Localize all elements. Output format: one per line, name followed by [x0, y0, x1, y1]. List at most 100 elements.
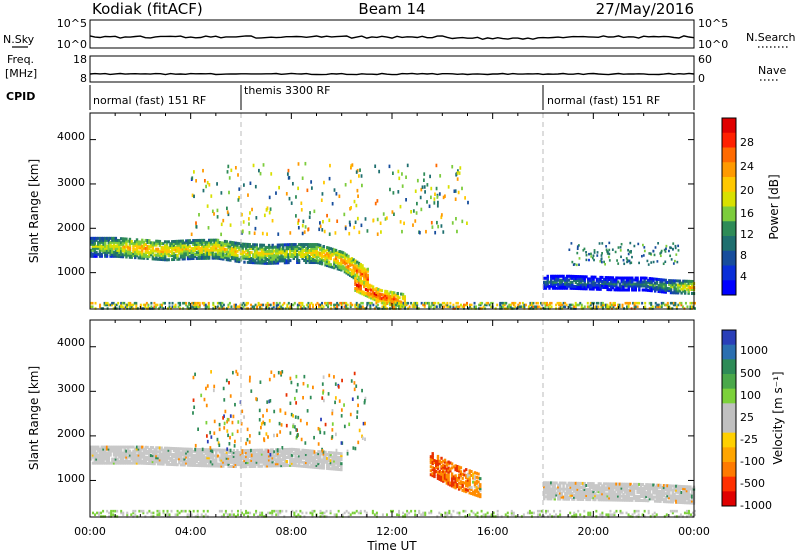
power-cell [593, 251, 596, 254]
power-cell [250, 245, 253, 249]
velocity-cell [222, 460, 225, 464]
power-cell [336, 305, 339, 309]
power-cell [546, 282, 549, 286]
power-cell [398, 301, 401, 305]
power-cell [227, 250, 230, 254]
power-cell [216, 252, 220, 256]
velocity-cell [183, 447, 186, 451]
power-cell [227, 212, 230, 217]
power-cell [116, 240, 119, 244]
power-cell [216, 244, 220, 248]
power-cell [357, 282, 361, 286]
power-cell [553, 282, 556, 286]
power-cell [429, 174, 432, 179]
power-cell [229, 242, 232, 246]
power-cell [252, 253, 255, 257]
power-cell [292, 257, 295, 261]
power-cell [274, 257, 278, 261]
power-cell [230, 247, 234, 251]
power-cell [655, 277, 659, 281]
power-cell [186, 251, 190, 255]
power-cell [356, 270, 359, 274]
velocity-cell [144, 457, 148, 461]
velocity-cell [431, 452, 434, 456]
power-cell [639, 280, 643, 284]
power-cell [249, 211, 251, 215]
velocity-cell [572, 485, 576, 489]
power-cell [593, 258, 595, 262]
power-cell [125, 251, 128, 255]
velocity-cell [546, 495, 549, 499]
velocity-cell [648, 493, 652, 497]
velocity-cell [278, 454, 281, 458]
velocity-cell [315, 462, 318, 466]
power-cell [116, 254, 119, 258]
power-cell [188, 257, 192, 261]
power-cell [232, 241, 236, 245]
velocity-cell [186, 449, 190, 453]
power-cell [536, 301, 539, 305]
velocity-cell [329, 453, 332, 457]
velocity-cell [594, 486, 597, 490]
velocity-cell [558, 495, 562, 499]
power-cell [357, 267, 361, 271]
power-cell [127, 303, 130, 307]
power-cell [361, 305, 364, 309]
power-cell [296, 249, 299, 253]
velocity-cell [102, 453, 105, 457]
velocity-cell [190, 449, 193, 453]
power-cell [578, 281, 581, 285]
power-cell [308, 245, 311, 249]
velocity-cell [602, 486, 606, 490]
power-cell [431, 301, 434, 305]
power-cell [108, 303, 111, 307]
velocity-cell [473, 491, 477, 495]
velocity-cell [572, 497, 576, 501]
power-cell [558, 274, 562, 278]
power-cell [446, 303, 449, 307]
power-cell [622, 278, 625, 282]
power-cell [109, 246, 112, 250]
power-cell [558, 282, 562, 286]
power-cell [292, 303, 295, 307]
power-cell [374, 164, 377, 168]
power-cell [237, 198, 240, 202]
power-cell [354, 263, 357, 267]
power-cell [95, 244, 98, 248]
velocity-cell [452, 481, 456, 485]
velocity-cell [334, 453, 338, 457]
power-cell [165, 244, 169, 248]
velocity-cell [602, 498, 606, 502]
power-cell [204, 246, 207, 250]
power-cell [250, 303, 253, 307]
velocity-cell [208, 448, 211, 452]
velocity-cell [602, 482, 606, 486]
power-cell [222, 241, 225, 245]
power-cell [371, 297, 375, 301]
power-cell [198, 303, 201, 307]
power-cell [211, 256, 214, 260]
velocity-cell [162, 448, 165, 452]
power-cell [435, 163, 438, 168]
power-cell [199, 242, 202, 246]
power-cell [357, 194, 359, 198]
power-cell [373, 292, 377, 296]
power-cell [677, 244, 680, 248]
velocity-cell [477, 472, 480, 476]
velocity-cell [264, 450, 267, 454]
velocity-cell [611, 486, 615, 490]
velocity-cell [597, 484, 601, 488]
power-cell [669, 285, 673, 289]
power-cell [327, 248, 331, 252]
power-cell [674, 246, 677, 250]
velocity-cell [151, 450, 155, 454]
power-cell [310, 253, 313, 257]
velocity-cell [126, 449, 130, 453]
velocity-cell [551, 485, 555, 489]
velocity-cell [112, 457, 116, 461]
velocity-cell [558, 491, 562, 495]
power-cell [565, 284, 569, 288]
velocity-cell [200, 464, 204, 468]
velocity-cell [260, 452, 264, 456]
power-cell [562, 305, 565, 309]
